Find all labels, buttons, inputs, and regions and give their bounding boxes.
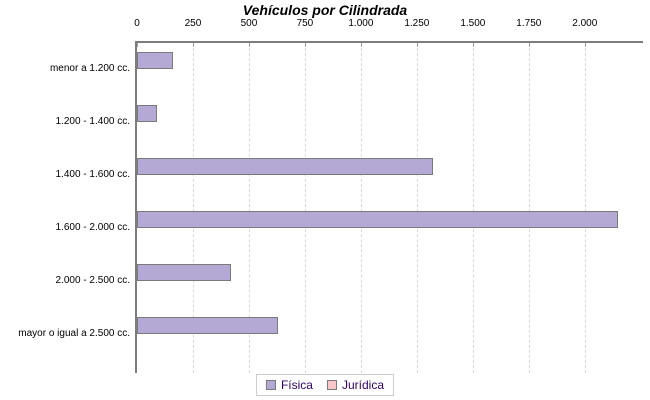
x-tick-label: 2.000	[572, 18, 598, 29]
x-tick-mark	[528, 43, 530, 47]
x-tick-label: 1.250	[404, 18, 430, 29]
x-axis-line	[136, 41, 643, 43]
gridline	[584, 43, 586, 373]
bar-fisica	[137, 317, 279, 334]
x-tick-label: 0	[134, 18, 140, 29]
bar-fisica	[137, 211, 619, 228]
x-tick-mark	[137, 43, 138, 47]
category-label: 1.200 - 1.400 cc.	[55, 116, 131, 127]
gridline	[248, 43, 250, 373]
x-tick-mark	[472, 43, 474, 47]
gridline	[416, 43, 418, 373]
x-tick-label: 750	[296, 18, 314, 29]
legend-label: Física	[280, 378, 313, 392]
y-axis-line	[135, 41, 137, 373]
x-tick-mark	[360, 43, 362, 47]
category-label: 2.000 - 2.500 cc.	[55, 275, 131, 286]
category-label: 1.400 - 1.600 cc.	[55, 169, 131, 180]
gridline	[192, 43, 194, 373]
x-tick-mark	[304, 43, 306, 47]
category-label: 1.600 - 2.000 cc.	[55, 222, 131, 233]
x-tick-label: 1.750	[516, 18, 542, 29]
x-tick-mark	[416, 43, 418, 47]
category-label: mayor o igual a 2.500 cc.	[18, 328, 130, 339]
x-tick-label: 1.000	[348, 18, 374, 29]
legend: Física Jurídica	[255, 374, 395, 396]
x-tick-mark	[248, 43, 250, 47]
x-tick-label: 500	[240, 18, 258, 29]
legend-item: Jurídica	[326, 378, 385, 392]
bar-fisica	[137, 264, 232, 281]
x-tick-label: 1.500	[460, 18, 486, 29]
bar-fisica	[137, 52, 173, 69]
bar-fisica	[137, 158, 433, 175]
x-tick-mark	[192, 43, 194, 47]
x-tick-label: 250	[184, 18, 202, 29]
gridline	[304, 43, 306, 373]
legend-label: Jurídica	[341, 378, 385, 392]
bar-fisica	[137, 105, 158, 122]
gridline	[528, 43, 530, 373]
chart-title: Vehículos por Cilindrada	[242, 2, 408, 18]
gridline	[360, 43, 362, 373]
legend-item: Física	[265, 378, 313, 392]
x-tick-mark	[584, 43, 586, 47]
gridline	[472, 43, 474, 373]
category-label: menor a 1.200 cc.	[49, 63, 130, 74]
legend-swatch-icon	[326, 380, 337, 390]
legend-swatch-icon	[265, 380, 276, 390]
